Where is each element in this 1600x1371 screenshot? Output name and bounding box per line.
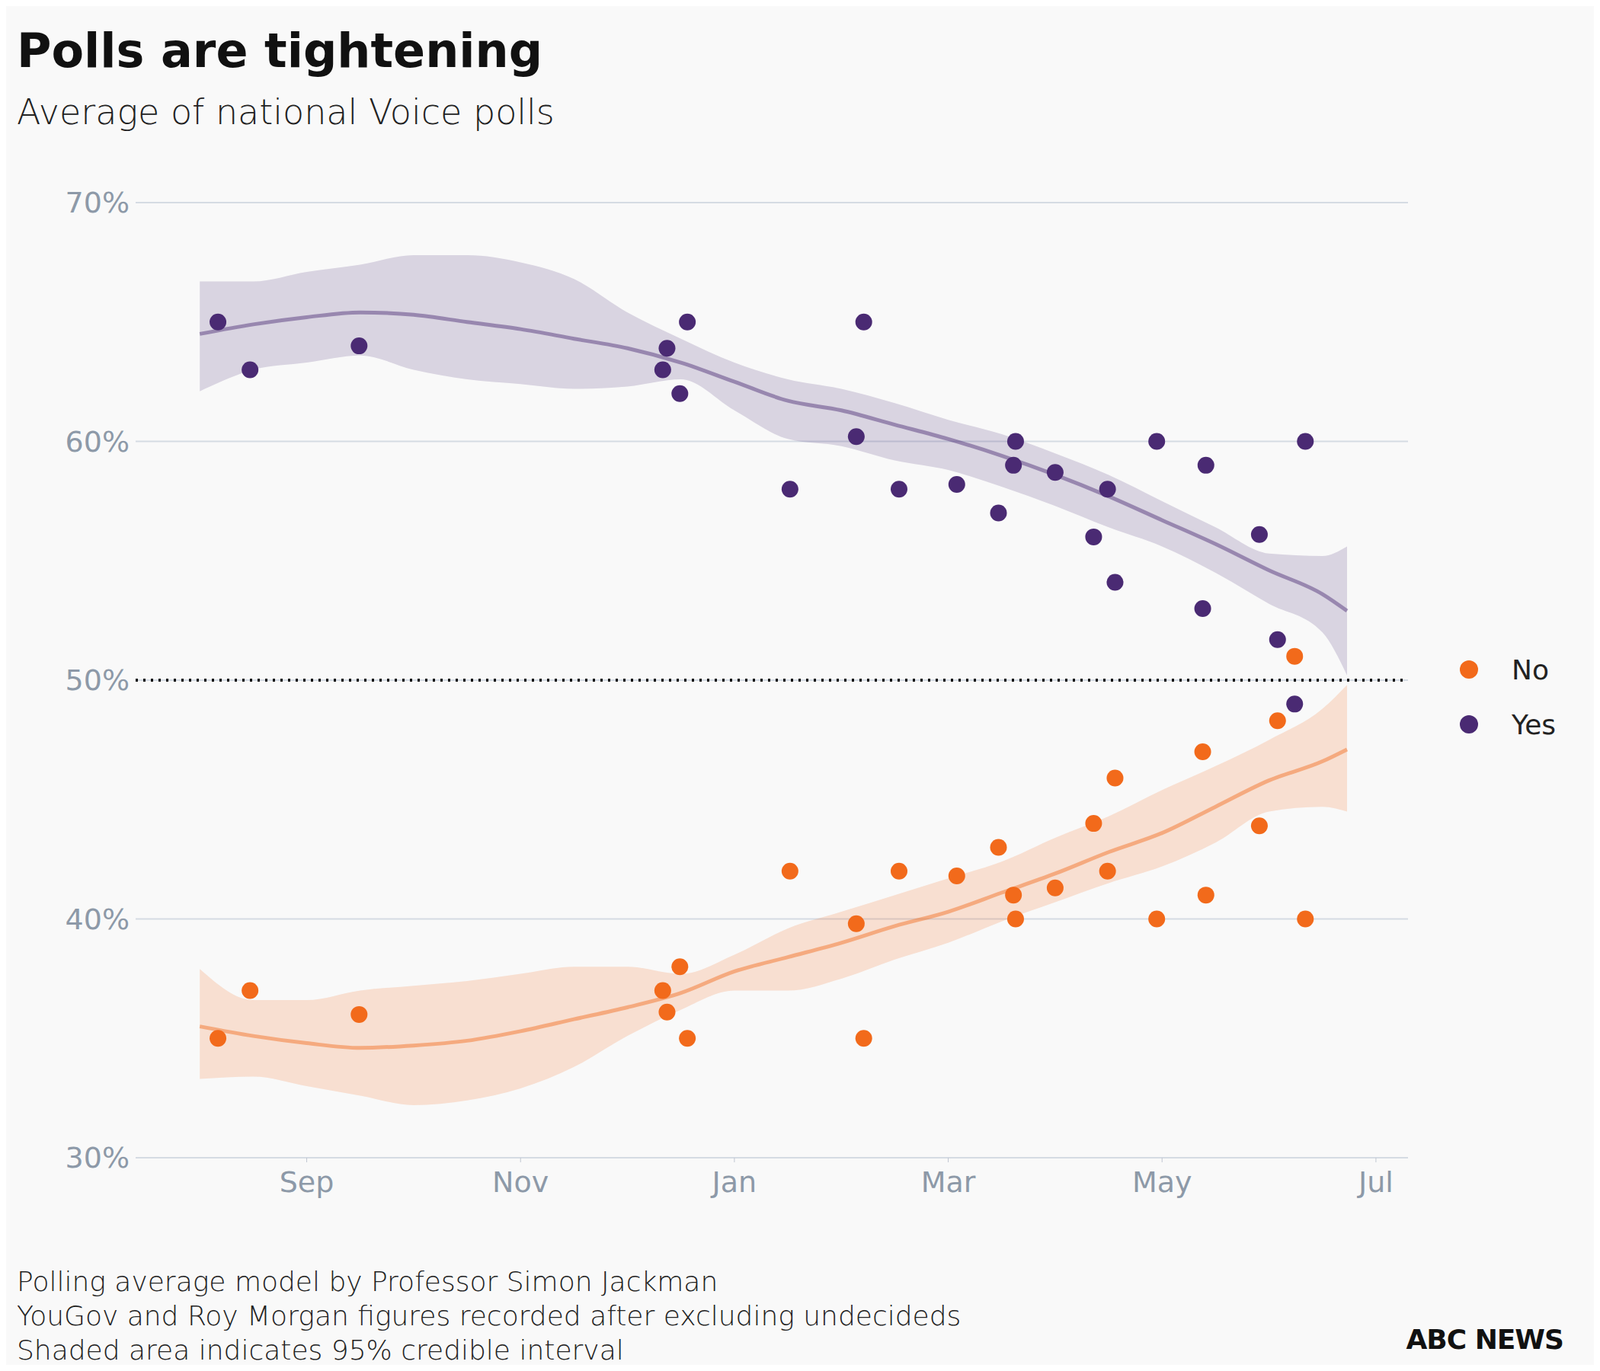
svg-text:30%: 30% [65, 1141, 130, 1175]
html-text:Yes: Yes [1511, 708, 1556, 741]
html-text:ABC NEWS: ABC NEWS [1406, 1324, 1564, 1356]
html-text:Polling average model by Profe: Polling average model by Professor Simon… [16, 1266, 718, 1298]
svg-text:Mar: Mar [921, 1165, 976, 1200]
html-text:Average of national Voice poll: Average of national Voice polls [16, 91, 555, 133]
svg-text:40%: 40% [65, 902, 130, 937]
html-text:Polls are tightening: Polls are tightening [16, 22, 543, 79]
svg-text:50%: 50% [65, 663, 130, 698]
svg-text:70%: 70% [65, 185, 130, 220]
html-text:Shaded area indicates 95% cred: Shaded area indicates 95% credible inter… [16, 1334, 624, 1367]
html-text:YouGov and Roy Morgan figures: YouGov and Roy Morgan figures recorded a… [16, 1300, 961, 1332]
svg-text:Jan: Jan [710, 1165, 758, 1200]
svg-text:May: May [1132, 1165, 1193, 1200]
svg-text:Jul: Jul [1356, 1165, 1394, 1200]
svg-text:Nov: Nov [492, 1165, 549, 1200]
svg-text:Sep: Sep [279, 1165, 335, 1200]
svg-text:60%: 60% [65, 425, 130, 459]
html-text:No: No [1511, 654, 1549, 686]
